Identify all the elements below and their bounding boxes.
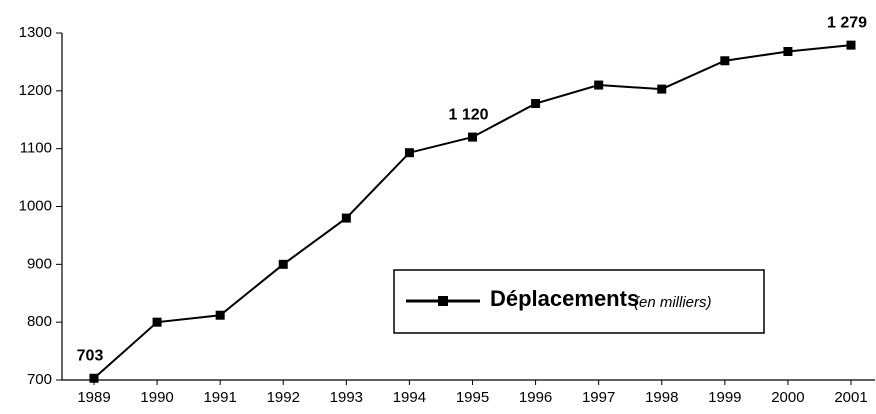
y-tick-label: 700	[27, 371, 52, 388]
point-marker	[594, 80, 604, 90]
y-tick-label: 800	[27, 313, 52, 330]
x-tick-label: 2001	[834, 389, 867, 406]
point-marker	[657, 84, 667, 94]
point-marker	[215, 310, 225, 320]
point-marker	[341, 213, 351, 223]
y-tick-label: 1300	[19, 24, 52, 41]
x-tick-label: 2000	[771, 389, 804, 406]
x-tick-label: 1991	[203, 389, 236, 406]
point-marker	[531, 99, 541, 109]
x-tick-label: 1989	[77, 389, 110, 406]
x-tick-label: 1997	[582, 389, 615, 406]
x-tick-label: 1992	[267, 389, 300, 406]
y-tick-label: 1000	[19, 197, 52, 214]
x-tick-label: 1995	[456, 389, 489, 406]
value-label: 1 120	[448, 106, 488, 123]
y-tick-label: 1100	[20, 140, 52, 157]
x-tick-label: 1998	[645, 389, 678, 406]
y-tick-label: 1200	[19, 82, 52, 99]
x-tick-label: 1993	[330, 389, 363, 406]
y-tick-label: 900	[27, 255, 52, 272]
point-marker	[89, 373, 99, 383]
point-marker	[152, 317, 162, 327]
legend-label: Déplacements	[490, 286, 639, 311]
point-marker	[783, 47, 793, 57]
point-marker	[278, 259, 288, 269]
x-tick-label: 1999	[708, 389, 741, 406]
value-label: 1 279	[827, 14, 867, 31]
x-tick-label: 1996	[519, 389, 552, 406]
x-tick-label: 1994	[393, 389, 426, 406]
x-tick-label: 1990	[140, 389, 173, 406]
legend-marker	[438, 296, 448, 306]
point-marker	[404, 148, 414, 158]
value-label: 703	[77, 347, 104, 364]
legend-note: (en milliers)	[634, 294, 712, 311]
point-marker	[468, 132, 477, 142]
point-marker	[846, 40, 856, 50]
point-marker	[720, 56, 730, 66]
